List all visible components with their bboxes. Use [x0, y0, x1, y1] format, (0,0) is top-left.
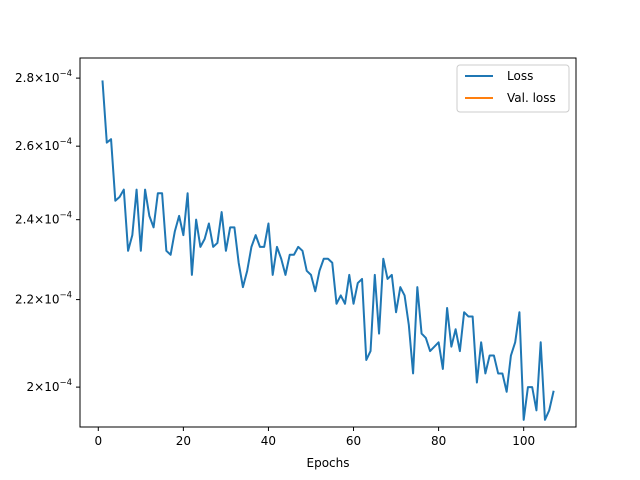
y-tick-exponent: −4: [59, 69, 72, 79]
x-tick-label: 20: [176, 434, 191, 448]
y-tick-label: 2.6×10−4: [15, 137, 72, 153]
x-axis-label: Epochs: [307, 456, 350, 470]
y-tick-exponent: −4: [59, 211, 72, 221]
y-tick-mantissa: 2.6: [15, 139, 34, 153]
y-tick-exponent: −4: [59, 137, 72, 147]
legend: Loss Val. loss: [456, 64, 570, 113]
x-tick-label: 40: [261, 434, 276, 448]
y-tick-exponent: −4: [59, 378, 72, 388]
series-layer: [101, 80, 555, 421]
y-tick-mantissa: 2.4: [15, 213, 34, 227]
y-tick-times: ×10: [34, 213, 59, 227]
y-tick-times: ×10: [34, 293, 59, 307]
x-tick-label: 80: [431, 434, 446, 448]
series-line-loss: [101, 80, 555, 421]
y-tick-mantissa: 2.8: [15, 71, 34, 85]
y-axis-ticks: 2×10−42.2×10−42.4×10−42.6×10−42.8×10−4: [15, 69, 80, 394]
x-tick-label: 60: [346, 434, 361, 448]
legend-label-loss: Loss: [507, 69, 533, 83]
y-tick-times: ×10: [34, 380, 59, 394]
y-tick-exponent: −4: [59, 291, 72, 301]
y-tick-mantissa: 2.2: [15, 293, 34, 307]
x-tick-label: 100: [512, 434, 535, 448]
legend-label-val-loss: Val. loss: [507, 91, 556, 105]
y-tick-times: ×10: [34, 139, 59, 153]
y-tick-label: 2.2×10−4: [15, 291, 72, 307]
x-tick-label: 0: [94, 434, 102, 448]
axes-frame: [79, 57, 577, 428]
x-axis-ticks: 0 20 40 60 80 100: [94, 427, 535, 448]
y-tick-label: 2×10−4: [27, 378, 73, 394]
y-tick-mantissa: 2: [27, 380, 35, 394]
y-tick-times: ×10: [34, 71, 59, 85]
y-tick-label: 2.4×10−4: [15, 211, 72, 227]
y-tick-label: 2.8×10−4: [15, 69, 72, 85]
